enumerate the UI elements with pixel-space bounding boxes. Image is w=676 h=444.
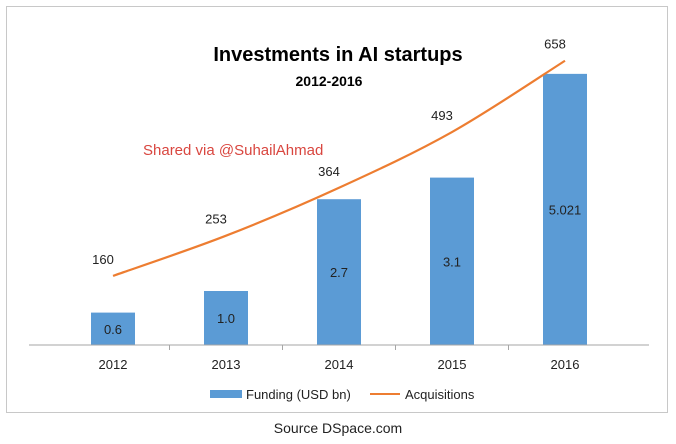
line-label-2012: 160 bbox=[92, 252, 114, 267]
x-tick-2012: 2012 bbox=[99, 357, 128, 372]
legend-acquisitions-label: Acquisitions bbox=[405, 387, 475, 402]
x-tick-labels: 2012 2013 2014 2015 2016 bbox=[99, 345, 580, 372]
watermark-text: Shared via @SuhailAhmad bbox=[143, 142, 323, 159]
bar-label-2013: 1.0 bbox=[217, 311, 235, 326]
chart: Investments in AI startups 2012-2016 Sha… bbox=[29, 37, 649, 402]
x-tick-2013: 2013 bbox=[212, 357, 241, 372]
bar-2012 bbox=[91, 312, 135, 345]
line-label-2014: 364 bbox=[318, 164, 340, 179]
bar-label-2012: 0.6 bbox=[104, 322, 122, 337]
bar-2015 bbox=[430, 177, 474, 345]
x-tick-2016: 2016 bbox=[551, 357, 580, 372]
source-caption: Source DSpace.com bbox=[273, 420, 403, 436]
line-layer: 160 253 364 493 658 bbox=[92, 37, 566, 277]
x-tick-2015: 2015 bbox=[438, 357, 467, 372]
line-label-2013: 253 bbox=[205, 212, 227, 227]
legend-funding-swatch bbox=[210, 390, 242, 398]
line-label-2015: 493 bbox=[431, 108, 453, 123]
bar-2013 bbox=[204, 291, 248, 345]
x-tick-2014: 2014 bbox=[325, 357, 354, 372]
chart-frame: Investments in AI startups 2012-2016 Sha… bbox=[6, 6, 668, 413]
chart-subtitle: 2012-2016 bbox=[296, 73, 363, 89]
bar-label-2016: 5.021 bbox=[549, 202, 582, 217]
bar-2014 bbox=[317, 199, 361, 345]
acquisitions-line bbox=[112, 59, 566, 277]
bar-label-2014: 2.7 bbox=[330, 265, 348, 280]
legend-funding-label: Funding (USD bn) bbox=[246, 387, 351, 402]
chart-title: Investments in AI startups bbox=[213, 44, 462, 66]
bar-2016 bbox=[543, 73, 587, 345]
bars-layer: 0.6 1.0 2.7 3.1 5.021 bbox=[91, 73, 587, 345]
legend: Funding (USD bn) Acquisitions bbox=[210, 387, 475, 402]
line-label-2016: 658 bbox=[544, 37, 566, 52]
bar-label-2015: 3.1 bbox=[443, 254, 461, 269]
